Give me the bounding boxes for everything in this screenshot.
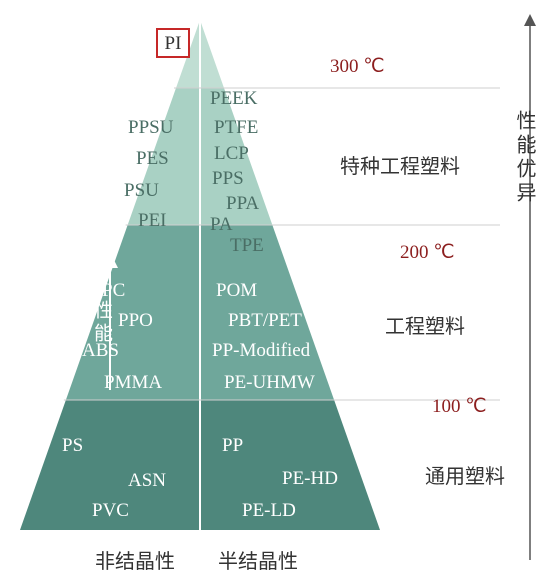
bottom-label-1: 半结晶性 (218, 545, 298, 574)
sec2-right-0: PEEK (210, 88, 258, 110)
apex-label-text: PI (165, 33, 182, 54)
pyramid-svg (0, 0, 553, 580)
sec4-right-2: PE-LD (242, 500, 296, 522)
sec4-right-0: PP (222, 435, 243, 457)
sec3-right-3: PE-UHMW (224, 372, 315, 394)
sec3-left-3: PMMA (104, 372, 162, 394)
bottom-label-0: 非结晶性 (95, 545, 175, 574)
sec2-right-5: PA (210, 214, 233, 236)
sec4-left-1: ASN (128, 470, 166, 492)
sec3-right-0: POM (216, 280, 257, 302)
category-label-1: 工程塑料 (385, 310, 465, 339)
sec4-left-2: PVC (92, 500, 129, 522)
sec2-right-1: PTFE (214, 117, 258, 139)
right-axis-label: 性能优异 (510, 110, 539, 206)
sec2-left-0: PPSU (128, 117, 173, 139)
sec2-left-2: PSU (124, 180, 159, 202)
sec4-left-0: PS (62, 435, 83, 457)
sec3-left-0: PC (102, 280, 125, 302)
sec2-right-3: PPS (212, 168, 244, 190)
sec3-right-2: PP-Modified (212, 340, 310, 362)
left-axis-label: 性能 (88, 300, 115, 346)
temp-label-0: 300 ℃ (330, 55, 385, 78)
sec2-right-4: PPA (226, 193, 259, 215)
sec4-right-1: PE-HD (282, 468, 338, 490)
sec2-right-2: LCP (214, 143, 249, 165)
temp-label-2: 100 ℃ (432, 395, 487, 418)
sec2-left-1: PES (136, 148, 169, 170)
apex-label-pi: PI (156, 28, 190, 58)
category-label-2: 通用塑料 (425, 460, 505, 489)
category-label-0: 特种工程塑料 (340, 150, 460, 179)
temp-label-1: 200 ℃ (400, 241, 455, 264)
plastics-pyramid-diagram: PI 300 ℃ 200 ℃ 100 ℃ 特种工程塑料工程塑料通用塑料 PPSU PES P… (0, 0, 553, 580)
sec2-right-6: TPE (230, 235, 264, 257)
sec3-left-1: PPO (118, 310, 153, 332)
sec2-left-3: PEI (138, 210, 167, 232)
sec3-right-1: PBT/PET (228, 310, 302, 332)
